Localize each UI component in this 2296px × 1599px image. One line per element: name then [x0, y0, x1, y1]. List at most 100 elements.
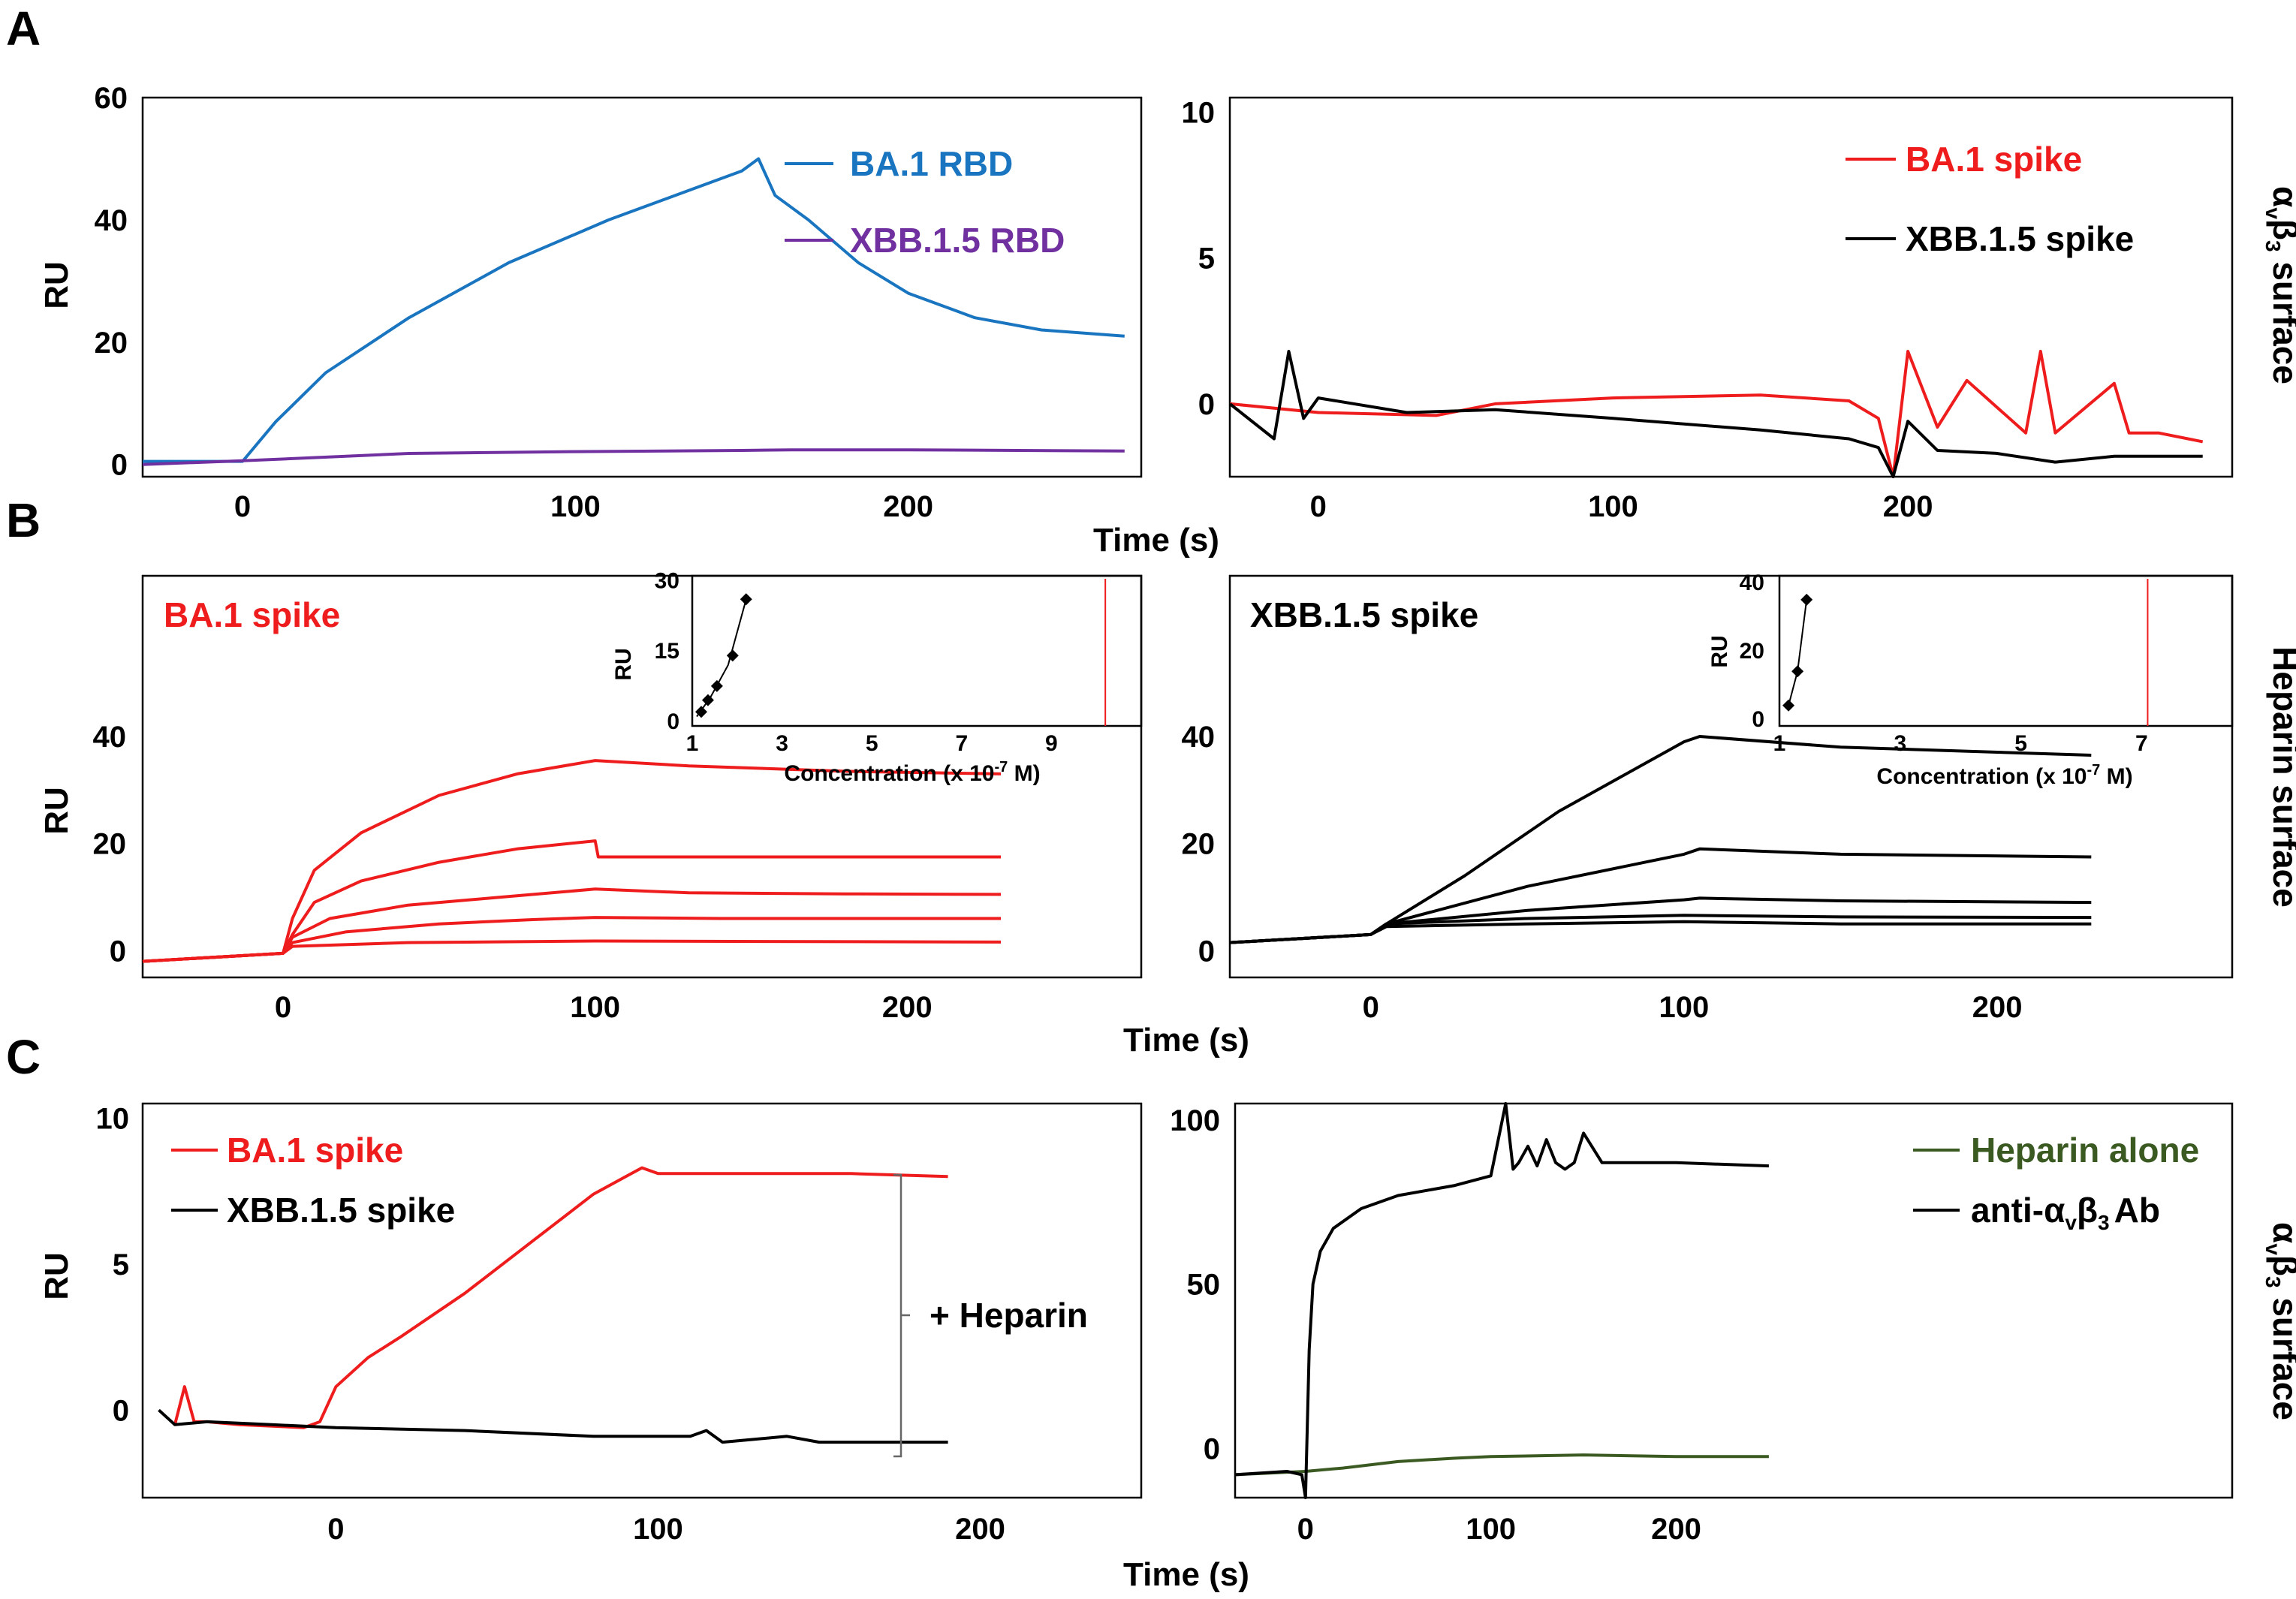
series-line-C-left-1: [158, 1408, 948, 1444]
y-tick-label-A-left-0: 0: [111, 449, 128, 482]
x-tick-label-C-left-2: 200: [955, 1513, 1005, 1546]
time-axis-title-a: Time (s): [1093, 522, 1219, 559]
y-tick-label-C-right-0: 0: [1204, 1432, 1220, 1465]
chart-c-left-plot: 0 100 200 0 5 10: [96, 1102, 1005, 1546]
chart-c-right: 0 100 200 0 50 100 Heparin alone anti-αvβ3 Ab: [1170, 1102, 2234, 1546]
panel-label-b: B: [6, 493, 41, 547]
x-tick-label-B-left-0: 0: [275, 991, 291, 1024]
series-line-B-left-1: [142, 839, 1001, 963]
inset-fit-line-B-right: [1788, 599, 1808, 706]
side-label-c: αvβ3 surface: [2261, 1222, 2296, 1420]
chart-c-right-frame: [1234, 1102, 2234, 1499]
chart-b-left-frame: [141, 574, 1143, 979]
series-line-B-left-4: [142, 939, 1002, 963]
legend-xbb-spike-c: XBB.1.5 spike: [227, 1191, 455, 1230]
inset-b-left-plot: 1 3 5 7 9 0 15 30: [655, 568, 1107, 756]
legend-ba1-spike-a: BA.1 spike: [1906, 140, 2082, 179]
chart-c-right-plot: 0 100 200 0 50 100: [1170, 1102, 1769, 1546]
series-line-A-left-1: [142, 448, 1125, 466]
y-tick-label-C-left-2: 10: [96, 1102, 130, 1135]
x-tick-label-A-right-0: 0: [1310, 490, 1327, 523]
inset-b-left-frame: [691, 574, 1143, 727]
legend-xbb-spike-a: XBB.1.5 spike: [1906, 219, 2134, 258]
y-tick-label-B-right-2: 40: [1182, 721, 1216, 754]
inset-x-tick-B-right-1: 3: [1894, 731, 1906, 756]
x-tick-label-A-right-1: 100: [1588, 490, 1638, 523]
panel-label-c: C: [6, 1030, 41, 1084]
x-tick-label-A-left-2: 200: [883, 490, 933, 523]
inset-b-left-xlabel: Concentration (x 10-7 M): [784, 759, 1040, 786]
x-tick-label-A-right-2: 200: [1883, 490, 1933, 523]
chart-b-left-title: BA.1 spike: [164, 595, 340, 634]
x-tick-label-C-left-0: 0: [327, 1513, 344, 1546]
chart-a-left-plot: 0 100 200 0 20 40 60: [95, 82, 1125, 523]
y-tick-label-B-right-1: 20: [1182, 828, 1216, 861]
chart-b-right-plot: 0 100 200 0 20 40: [1182, 721, 2092, 1024]
inset-y-tick-B-left-0: 0: [667, 709, 679, 734]
chart-a-right: 0 100 200 0 5 10 BA.1 spike XBB.1.5 spike: [1182, 96, 2234, 523]
x-tick-label-C-right-2: 200: [1651, 1513, 1701, 1546]
y-tick-label-B-left-0: 0: [110, 935, 126, 968]
y-tick-label-A-left-3: 60: [95, 82, 128, 115]
x-tick-label-A-left-1: 100: [550, 490, 601, 523]
chart-a-left: 0 100 200 0 20 40 60 RU BA.1 RBD XBB.1.5 RBD: [38, 82, 1143, 523]
inset-y-tick-B-right-1: 20: [1740, 639, 1764, 664]
y-tick-label-B-left-1: 20: [93, 828, 127, 861]
legend-ba1-rbd: BA.1 RBD: [850, 144, 1013, 183]
inset-y-tick-B-right-2: 40: [1740, 571, 1764, 595]
inset-y-tick-B-right-0: 0: [1752, 707, 1764, 732]
y-tick-label-A-left-2: 40: [95, 204, 128, 237]
series-line-B-right-3: [1229, 914, 2092, 944]
inset-b-right-ylabel: RU: [1707, 635, 1732, 667]
inset-point-B-right-1: [1791, 665, 1804, 678]
heparin-bracket: [893, 1173, 910, 1458]
inset-point-B-right-0: [1782, 699, 1795, 712]
inset-x-tick-B-left-2: 5: [866, 731, 878, 756]
chart-a-left-frame: [141, 96, 1143, 478]
y-tick-label-C-left-0: 0: [113, 1394, 129, 1427]
y-tick-label-B-right-0: 0: [1198, 935, 1215, 968]
inset-x-tick-B-left-1: 3: [776, 731, 788, 756]
inset-b-left: 1 3 5 7 9 0 15 30 RU Concentration (x 10-7 M): [611, 568, 1143, 786]
inset-point-B-left-4: [740, 593, 752, 606]
inset-point-B-left-1: [701, 694, 714, 706]
heparin-bracket-label: + Heparin: [930, 1296, 1088, 1335]
chart-b-right-frame: [1228, 574, 2234, 979]
inset-point-B-right-2: [1800, 593, 1813, 606]
inset-point-B-left-2: [710, 679, 723, 692]
inset-b-right: 1 3 5 7 0 20 40 RU Concentration (x 10-7 M): [1707, 571, 2234, 789]
inset-fit-line-B-left: [696, 599, 747, 718]
y-tick-label-B-left-2: 40: [93, 721, 127, 754]
x-tick-label-B-right-0: 0: [1363, 991, 1379, 1024]
chart-b-left-ylabel: RU: [38, 787, 75, 835]
legend-ba1-spike-c: BA.1 spike: [227, 1131, 403, 1170]
chart-a-right-frame: [1228, 96, 2234, 478]
inset-x-tick-B-right-0: 1: [1773, 731, 1786, 756]
y-tick-label-A-left-1: 20: [95, 327, 128, 360]
chart-a-left-ylabel: RU: [38, 261, 75, 309]
chart-a-right-plot: 0 100 200 0 5 10: [1182, 96, 2204, 523]
inset-b-right-plot: 1 3 5 7 0 20 40: [1740, 571, 2149, 756]
series-line-C-right-0: [1234, 1453, 1769, 1477]
inset-x-tick-B-left-4: 9: [1045, 731, 1058, 756]
y-tick-label-C-left-1: 5: [113, 1248, 129, 1281]
legend-anti-ab: anti-αvβ3 Ab: [1971, 1191, 2160, 1234]
chart-b-left: 0 100 200 0 20 40 RU BA.1 spike 1 3 5 7 9 0 15 30 RU…: [38, 568, 1143, 1024]
series-line-B-right-4: [1229, 920, 2092, 944]
y-tick-label-A-right-0: 0: [1198, 388, 1215, 421]
chart-c-left-frame: [141, 1102, 1143, 1499]
y-tick-label-C-right-2: 100: [1170, 1104, 1220, 1137]
series-line-A-right-0: [1229, 350, 2204, 478]
inset-x-tick-B-left-0: 1: [686, 731, 699, 756]
series-line-A-right-1: [1228, 350, 2203, 478]
x-tick-label-C-left-1: 100: [633, 1513, 683, 1546]
time-axis-title-c: Time (s): [1123, 1556, 1249, 1593]
series-line-A-left-0: [143, 157, 1125, 463]
inset-x-tick-B-left-3: 7: [955, 731, 968, 756]
inset-b-right-frame: [1778, 574, 2234, 727]
x-tick-label-C-right-0: 0: [1297, 1513, 1314, 1546]
side-label-b: Heparin surface: [2266, 646, 2296, 908]
chart-b-left-plot: 0 100 200 0 20 40: [93, 721, 1002, 1024]
